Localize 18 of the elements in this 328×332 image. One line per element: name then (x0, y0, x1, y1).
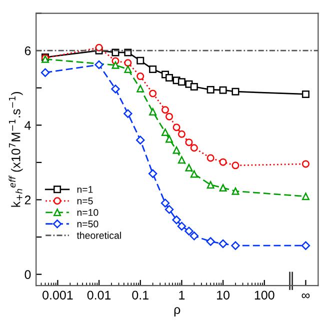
x-tick-label: ∞ (302, 293, 310, 298)
x-tick-label: 0.01 (87, 290, 111, 300)
text: k$_{+h}$$^{eff}$ (x10$^{7}$M$^{−1}$.s$^{−1}$) (8, 92, 23, 207)
y-tick-label: 4 (24, 121, 31, 130)
y-tick-label: 6 (24, 46, 31, 56)
x-tick-label: 10 (217, 290, 230, 300)
legend-label: n=5 (77, 198, 93, 204)
legend-label: n=10 (77, 209, 98, 216)
x-tick-label: 1 (179, 290, 185, 300)
x-tick-label: 0.1 (132, 290, 148, 300)
legend-label: n=1 (77, 186, 93, 193)
y-tick-label: 2 (24, 196, 31, 204)
x-tick-label: 100 (254, 290, 274, 300)
x-tick-label: 0.001 (42, 290, 73, 300)
x-axis-title: ρ (174, 307, 180, 316)
y-tick-label: 0 (24, 270, 31, 279)
legend-label: theoretical (76, 232, 121, 239)
legend-label: n=50 (77, 220, 98, 228)
